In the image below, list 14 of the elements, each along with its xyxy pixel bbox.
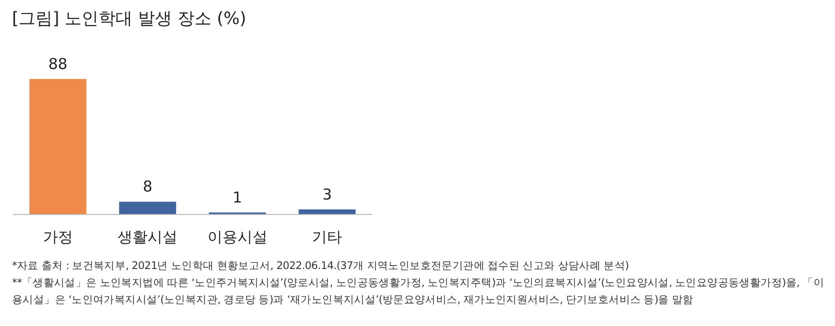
x-tick-label: 이용시설: [207, 228, 268, 246]
x-tick-label: 기타: [312, 228, 342, 246]
x-tick-label: 가정: [42, 228, 73, 246]
text: *자료 출처 : 보건복지부, 2021년 노인학대 현황보고서, 2022.06.14.(37개 지역노인보호전문기관에 접수된 신고와 상담사례 분석): [12, 259, 630, 274]
data-label: 8: [142, 178, 152, 196]
bar: [119, 202, 176, 214]
data-label: 1: [232, 188, 242, 206]
chart-title: [그림] 노인학대 발생 장소 (%): [12, 8, 246, 30]
data-label: 3: [322, 185, 332, 204]
x-tick-label: 생활시설: [118, 228, 178, 246]
data-label: 88: [48, 55, 68, 73]
bar: [29, 79, 86, 214]
text: **「생활시설」은 노인복지법에 따른 ‘노인주거복지시설’(양로시설, 노인공동생활가정, 노인복지주택)과 ‘노인의료복지시설’(노인요양시설, 노인요양공동생활가정)을, 「이용시설」은 ‘노인여가복지시설’(노인복지관, 경로당 등)과 ‘재가노인복지시설’(방문요양서비스, 재가노인지원서비스, 단기보호서비스 등)을 말함: [12, 276, 825, 308]
bar: [298, 209, 356, 214]
